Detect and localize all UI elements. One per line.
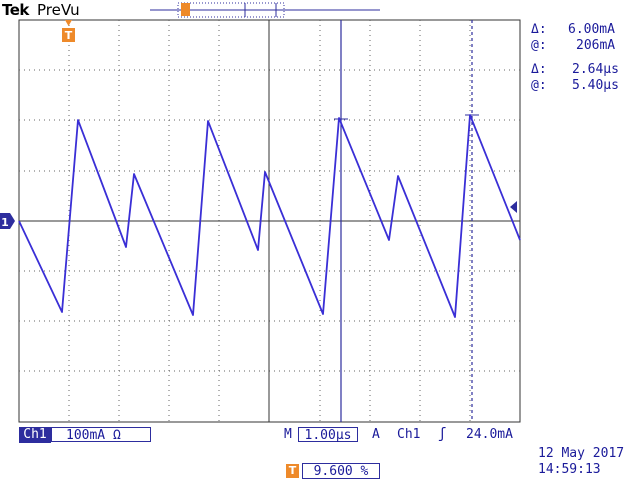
trigger-mode: A (372, 427, 380, 442)
trigger-slope-icon[interactable]: ʃ (438, 426, 447, 442)
horizontal-scale[interactable]: 1.00μs (298, 427, 358, 443)
at-amplitude-symbol: @: (531, 38, 547, 53)
timebase-prefix: M (284, 427, 292, 442)
delta-amplitude-symbol: Δ: (531, 22, 547, 37)
trigger-position-value[interactable]: 9.600 % (302, 463, 380, 479)
time-readout: 14:59:13 (538, 462, 601, 477)
vertical-scale[interactable]: 100mA Ω (51, 427, 151, 443)
channel-1-marker[interactable]: 1 (0, 213, 15, 229)
at-time-symbol: @: (531, 78, 547, 93)
delta-time-symbol: Δ: (531, 62, 547, 77)
channel-1-waveform (18, 114, 521, 318)
trigger-point-marker: T (62, 20, 75, 42)
center-axis-ticks (19, 20, 520, 422)
acquisition-mode: PreVu (37, 1, 80, 19)
delta-time-value: 2.64μs (572, 62, 619, 77)
record-trigger-marker (181, 3, 190, 16)
at-time-value: 5.40μs (572, 78, 619, 93)
trigger-source[interactable]: Ch1 (397, 427, 421, 442)
channel-1-label[interactable]: Ch1 (19, 427, 51, 443)
svg-text:T: T (65, 29, 73, 42)
trigger-level[interactable]: 24.0mA (466, 427, 513, 442)
trigger-level-marker[interactable] (510, 201, 517, 213)
trigger-position-icon: T (286, 464, 299, 478)
delta-amplitude-value: 6.00mA (568, 22, 615, 37)
svg-text:1: 1 (1, 216, 9, 229)
brand-label: Tek (2, 1, 29, 19)
date-readout: 12 May 2017 (538, 446, 625, 461)
at-amplitude-value: 206mA (576, 38, 616, 53)
